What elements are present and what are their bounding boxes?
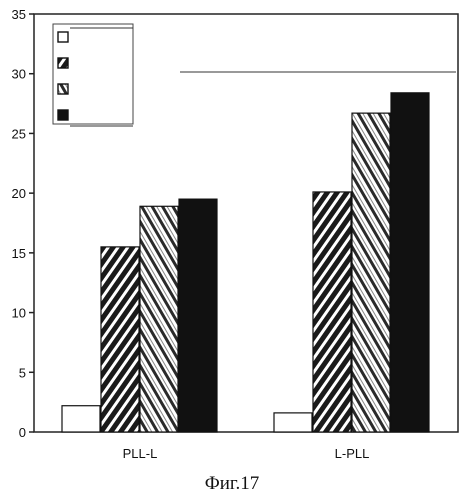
- y-tick-label: 10: [12, 306, 26, 321]
- y-tick-label: 0: [19, 425, 26, 440]
- bar: [101, 247, 139, 432]
- bar: [352, 113, 390, 432]
- legend-swatch: [58, 110, 68, 120]
- bar: [391, 93, 429, 432]
- figure-caption: Фиг.17: [205, 473, 260, 494]
- y-tick-label: 20: [12, 186, 26, 201]
- bar: [179, 199, 217, 432]
- y-tick-label: 5: [19, 365, 26, 380]
- y-tick-label: 15: [12, 246, 26, 261]
- legend-swatch: [58, 58, 68, 68]
- bar: [274, 413, 312, 432]
- y-tick-label: 25: [12, 126, 26, 141]
- bar: [313, 192, 351, 432]
- bar: [62, 406, 100, 432]
- y-tick-label: 35: [12, 7, 26, 22]
- legend-swatch: [58, 84, 68, 94]
- x-category-label: L-PLL: [335, 446, 370, 461]
- legend-swatch: [58, 32, 68, 42]
- y-tick-label: 30: [12, 67, 26, 82]
- bar: [140, 206, 178, 432]
- x-category-label: PLL-L: [123, 446, 158, 461]
